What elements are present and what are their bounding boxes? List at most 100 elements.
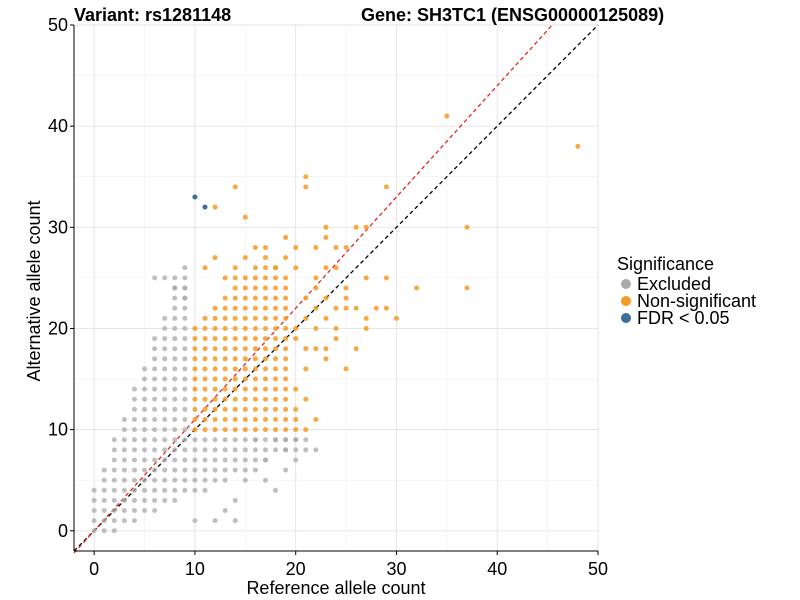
point-non-significant (252, 295, 258, 301)
point-non-significant (252, 386, 258, 392)
point-excluded (252, 457, 258, 463)
point-excluded (162, 346, 168, 352)
point-excluded (101, 477, 107, 483)
point-excluded (162, 467, 168, 473)
point-excluded (142, 477, 148, 483)
point-excluded (182, 336, 188, 342)
point-non-significant (414, 285, 420, 291)
point-excluded (131, 396, 137, 402)
point-excluded (162, 386, 168, 392)
x-tick-label: 0 (89, 559, 99, 579)
point-excluded (152, 376, 158, 382)
point-excluded (142, 497, 148, 503)
point-non-significant (252, 356, 258, 362)
chart-title-variant: Variant: rs1281148 (74, 5, 231, 25)
point-excluded (303, 437, 309, 443)
point-non-significant (192, 356, 198, 362)
point-non-significant (232, 396, 238, 402)
point-excluded (212, 437, 218, 443)
point-excluded (111, 528, 117, 534)
point-non-significant (303, 184, 309, 190)
point-non-significant (212, 346, 218, 352)
point-excluded (172, 457, 178, 463)
point-non-significant (273, 285, 279, 291)
legend-key-non-significant (621, 296, 631, 306)
point-non-significant (262, 427, 268, 433)
point-non-significant (262, 245, 268, 251)
point-excluded (131, 467, 137, 473)
point-excluded (262, 457, 268, 463)
point-non-significant (212, 396, 218, 402)
point-non-significant (273, 325, 279, 331)
point-non-significant (222, 305, 228, 311)
point-excluded (91, 518, 97, 524)
point-excluded (182, 346, 188, 352)
point-excluded (172, 285, 178, 291)
point-non-significant (242, 285, 248, 291)
point-non-significant (232, 265, 238, 271)
point-non-significant (283, 406, 289, 412)
point-non-significant (202, 356, 208, 362)
point-excluded (182, 487, 188, 493)
point-excluded (262, 447, 268, 453)
point-excluded (212, 518, 218, 524)
point-non-significant (343, 305, 349, 311)
point-non-significant (252, 336, 258, 342)
point-excluded (172, 315, 178, 321)
point-non-significant (283, 396, 289, 402)
point-excluded (111, 457, 117, 463)
point-excluded (222, 447, 228, 453)
point-non-significant (262, 417, 268, 422)
point-excluded (273, 487, 279, 493)
point-non-significant (192, 427, 198, 433)
x-axis-title: Reference allele count (246, 578, 425, 598)
x-tick-label: 10 (185, 559, 205, 579)
point-excluded (182, 376, 188, 382)
point-non-significant (262, 315, 268, 321)
point-non-significant (202, 315, 208, 321)
point-non-significant (202, 336, 208, 342)
point-excluded (142, 396, 148, 402)
point-excluded (182, 457, 188, 463)
point-non-significant (353, 346, 359, 352)
point-excluded (121, 417, 127, 422)
point-excluded (121, 447, 127, 453)
point-non-significant (283, 305, 289, 311)
point-excluded (172, 417, 178, 422)
legend-label-excluded: Excluded (637, 274, 711, 294)
point-non-significant (242, 427, 248, 433)
point-non-significant (353, 224, 359, 230)
point-excluded (172, 497, 178, 503)
point-excluded (131, 437, 137, 443)
point-excluded (121, 437, 127, 443)
point-non-significant (212, 305, 218, 311)
gridlines (74, 24, 599, 551)
point-non-significant (303, 174, 309, 180)
point-excluded (152, 336, 158, 342)
point-excluded (162, 457, 168, 463)
data-points (91, 113, 581, 534)
point-non-significant (283, 325, 289, 331)
point-excluded (202, 437, 208, 443)
point-non-significant (283, 275, 289, 281)
point-excluded (202, 467, 208, 473)
reference-lines (73, 24, 599, 554)
point-excluded (111, 508, 117, 514)
point-excluded (152, 467, 158, 473)
point-excluded (131, 497, 137, 503)
point-excluded (172, 406, 178, 412)
point-non-significant (192, 417, 198, 422)
point-non-significant (313, 417, 319, 422)
point-non-significant (273, 427, 279, 433)
point-non-significant (192, 396, 198, 402)
point-excluded (152, 386, 158, 392)
point-excluded (222, 457, 228, 463)
reference-line-fit (73, 24, 553, 554)
point-excluded (111, 497, 117, 503)
point-excluded (152, 346, 158, 352)
point-excluded (101, 467, 107, 473)
point-fdr (192, 194, 198, 200)
point-non-significant (323, 295, 329, 301)
point-excluded (162, 325, 168, 331)
point-excluded (273, 437, 279, 443)
